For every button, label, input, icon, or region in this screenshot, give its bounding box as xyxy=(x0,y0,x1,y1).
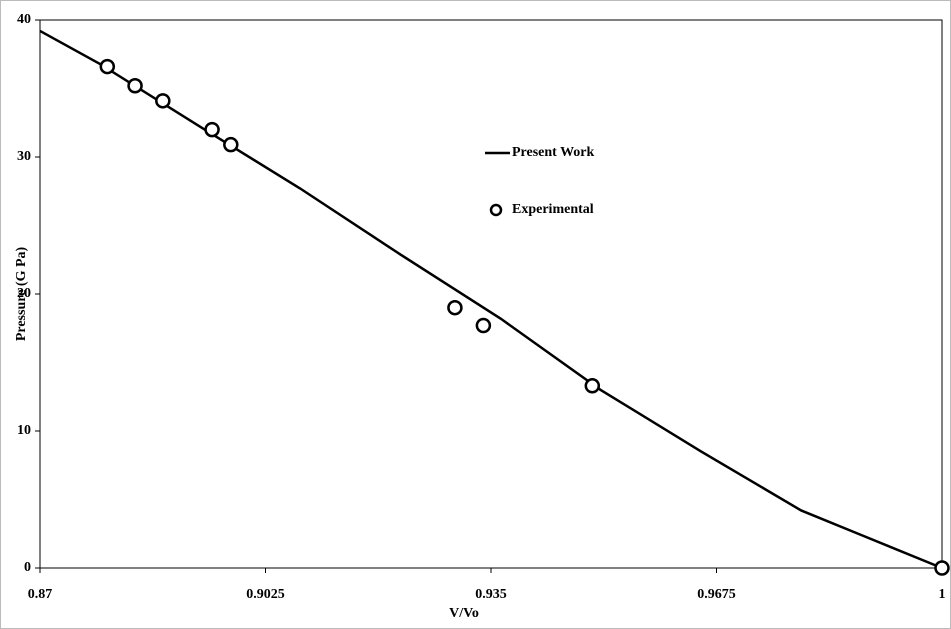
legend-label: Present Work xyxy=(512,145,595,160)
y-tick-label: 20 xyxy=(17,286,31,301)
x-tick-label: 0.9025 xyxy=(246,587,285,602)
x-axis-title: V/Vo xyxy=(449,606,479,621)
marker xyxy=(99,58,116,75)
legend-label: Experimental xyxy=(512,202,594,217)
y-axis-title: Pressure (G Pa) xyxy=(14,246,29,341)
y-tick-label: 0 xyxy=(24,560,31,575)
marker xyxy=(127,78,143,94)
marker xyxy=(223,136,239,153)
y-tick-label: 30 xyxy=(17,149,31,164)
marker xyxy=(934,560,950,576)
marker xyxy=(155,93,171,109)
y-tick-label: 10 xyxy=(17,423,31,438)
x-tick-label: 1 xyxy=(939,587,946,602)
marker xyxy=(204,121,220,138)
x-tick-label: 0.9675 xyxy=(697,587,736,602)
marker xyxy=(475,317,492,334)
y-tick-label: 40 xyxy=(17,12,31,27)
marker xyxy=(447,299,463,316)
x-tick-label: 0.87 xyxy=(28,587,53,602)
x-tick-label: 0.935 xyxy=(475,587,507,602)
marker xyxy=(584,378,601,394)
legend-marker xyxy=(489,203,503,217)
